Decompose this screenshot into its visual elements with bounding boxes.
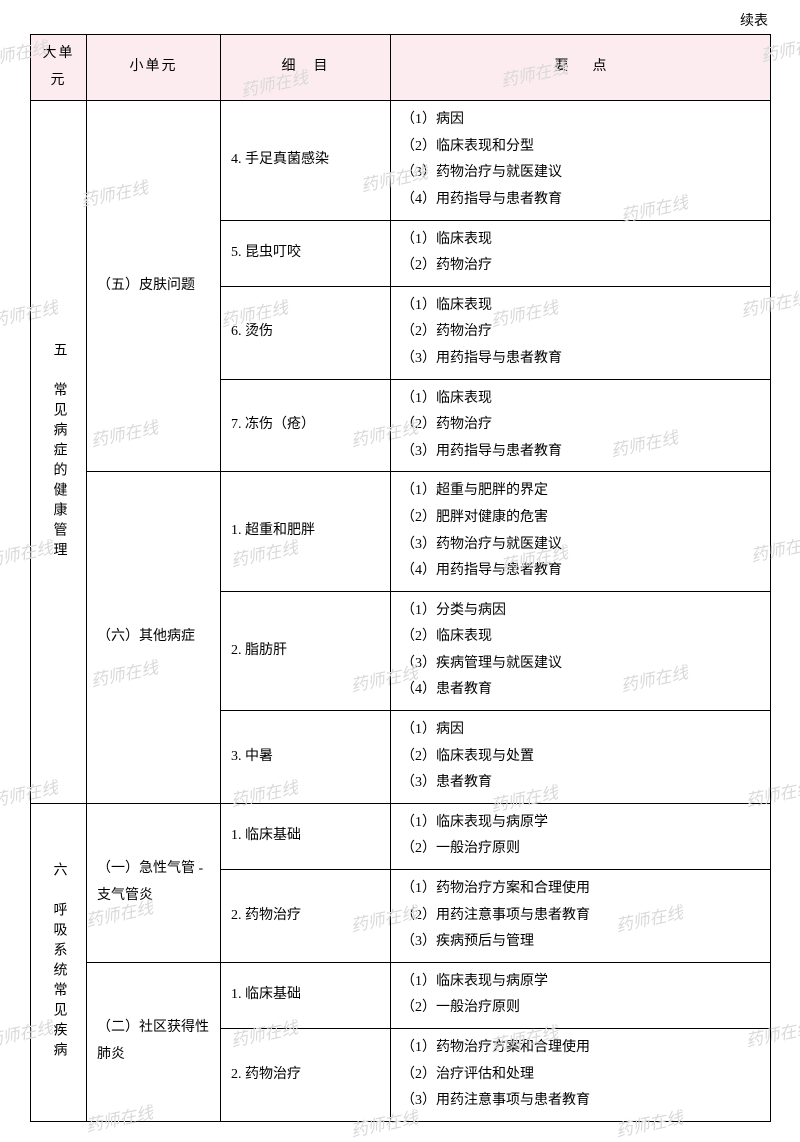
keypoints-cell: （1）临床表现与病原学（2）一般治疗原则	[391, 803, 771, 869]
continued-label: 续表	[30, 10, 770, 30]
keypoint-item: （2）一般治疗原则	[401, 995, 760, 1022]
keypoint-item: （4）用药指导与患者教育	[401, 187, 760, 214]
keypoints-cell: （1）病因（2）临床表现和分型（3）药物治疗与就医建议（4）用药指导与患者教育	[391, 101, 771, 220]
keypoints-cell: （1）超重与肥胖的界定（2）肥胖对健康的危害（3）药物治疗与就医建议（4）用药指…	[391, 472, 771, 591]
detail-cell: 1. 临床基础	[221, 962, 391, 1028]
table-body: 五 常见病症的健康管理（五）皮肤问题4. 手足真菌感染（1）病因（2）临床表现和…	[31, 101, 771, 1122]
keypoint-item: （2）临床表现	[401, 624, 760, 651]
keypoint-item: （1）临床表现	[401, 227, 760, 254]
sub-unit-cell: （五）皮肤问题	[87, 101, 221, 472]
keypoint-item: （3）药物治疗与就医建议	[401, 160, 760, 187]
major-unit-cell: 五 常见病症的健康管理	[31, 101, 87, 804]
detail-cell: 3. 中暑	[221, 711, 391, 804]
keypoint-item: （2）用药注意事项与患者教育	[401, 903, 760, 930]
detail-cell: 5. 昆虫叮咬	[221, 220, 391, 286]
detail-cell: 4. 手足真菌感染	[221, 101, 391, 220]
keypoint-item: （2）药物治疗	[401, 319, 760, 346]
header-major: 大单元	[31, 35, 87, 101]
keypoint-item: （2）药物治疗	[401, 253, 760, 280]
keypoint-item: （1）病因	[401, 107, 760, 134]
keypoints-cell: （1）病因（2）临床表现与处置（3）患者教育	[391, 711, 771, 804]
header-keypoints: 要点	[391, 35, 771, 101]
sub-unit-cell: （六）其他病症	[87, 472, 221, 804]
keypoint-item: （4）用药指导与患者教育	[401, 558, 760, 585]
header-sub: 小单元	[87, 35, 221, 101]
keypoint-item: （3）疾病管理与就医建议	[401, 651, 760, 678]
major-unit-cell: 六 呼吸系统常见疾病	[31, 803, 87, 1121]
detail-cell: 2. 药物治疗	[221, 870, 391, 963]
detail-cell: 1. 超重和肥胖	[221, 472, 391, 591]
keypoint-item: （3）患者教育	[401, 770, 760, 797]
keypoint-item: （4）患者教育	[401, 677, 760, 704]
keypoint-item: （1）临床表现与病原学	[401, 969, 760, 996]
detail-cell: 7. 冻伤（疮）	[221, 379, 391, 472]
keypoints-cell: （1）临床表现与病原学（2）一般治疗原则	[391, 962, 771, 1028]
keypoint-item: （1）临床表现	[401, 293, 760, 320]
keypoints-cell: （1）临床表现（2）药物治疗（3）用药指导与患者教育	[391, 379, 771, 472]
keypoints-cell: （1）药物治疗方案和合理使用（2）治疗评估和处理（3）用药注意事项与患者教育	[391, 1029, 771, 1122]
keypoint-item: （1）药物治疗方案和合理使用	[401, 1035, 760, 1062]
header-detail: 细 目	[221, 35, 391, 101]
keypoints-cell: （1）临床表现（2）药物治疗	[391, 220, 771, 286]
keypoints-cell: （1）分类与病因（2）临床表现（3）疾病管理与就医建议（4）患者教育	[391, 591, 771, 710]
keypoint-item: （1）临床表现	[401, 386, 760, 413]
table-row: 六 呼吸系统常见疾病（一）急性气管 - 支气管炎1. 临床基础（1）临床表现与病…	[31, 803, 771, 869]
table-row: （二）社区获得性肺炎1. 临床基础（1）临床表现与病原学（2）一般治疗原则	[31, 962, 771, 1028]
table-row: （六）其他病症1. 超重和肥胖（1）超重与肥胖的界定（2）肥胖对健康的危害（3）…	[31, 472, 771, 591]
keypoint-item: （2）肥胖对健康的危害	[401, 505, 760, 532]
keypoint-item: （2）临床表现与处置	[401, 744, 760, 771]
keypoints-cell: （1）药物治疗方案和合理使用（2）用药注意事项与患者教育（3）疾病预后与管理	[391, 870, 771, 963]
keypoint-item: （3）用药指导与患者教育	[401, 346, 760, 373]
keypoint-item: （2）治疗评估和处理	[401, 1062, 760, 1089]
keypoint-item: （1）临床表现与病原学	[401, 810, 760, 837]
keypoint-item: （1）药物治疗方案和合理使用	[401, 876, 760, 903]
syllabus-table: 大单元 小单元 细 目 要点 五 常见病症的健康管理（五）皮肤问题4. 手足真菌…	[30, 34, 771, 1122]
keypoint-item: （1）分类与病因	[401, 598, 760, 625]
header-row: 大单元 小单元 细 目 要点	[31, 35, 771, 101]
keypoint-item: （2）临床表现和分型	[401, 134, 760, 161]
detail-cell: 6. 烫伤	[221, 286, 391, 379]
keypoint-item: （3）用药注意事项与患者教育	[401, 1088, 760, 1115]
sub-unit-cell: （二）社区获得性肺炎	[87, 962, 221, 1121]
detail-cell: 1. 临床基础	[221, 803, 391, 869]
keypoint-item: （2）药物治疗	[401, 412, 760, 439]
detail-cell: 2. 药物治疗	[221, 1029, 391, 1122]
keypoint-item: （2）一般治疗原则	[401, 836, 760, 863]
detail-cell: 2. 脂肪肝	[221, 591, 391, 710]
keypoints-cell: （1）临床表现（2）药物治疗（3）用药指导与患者教育	[391, 286, 771, 379]
keypoint-item: （3）药物治疗与就医建议	[401, 532, 760, 559]
keypoint-item: （3）用药指导与患者教育	[401, 439, 760, 466]
sub-unit-cell: （一）急性气管 - 支气管炎	[87, 803, 221, 962]
keypoint-item: （1）病因	[401, 717, 760, 744]
table-row: 五 常见病症的健康管理（五）皮肤问题4. 手足真菌感染（1）病因（2）临床表现和…	[31, 101, 771, 220]
keypoint-item: （3）疾病预后与管理	[401, 929, 760, 956]
keypoint-item: （1）超重与肥胖的界定	[401, 478, 760, 505]
